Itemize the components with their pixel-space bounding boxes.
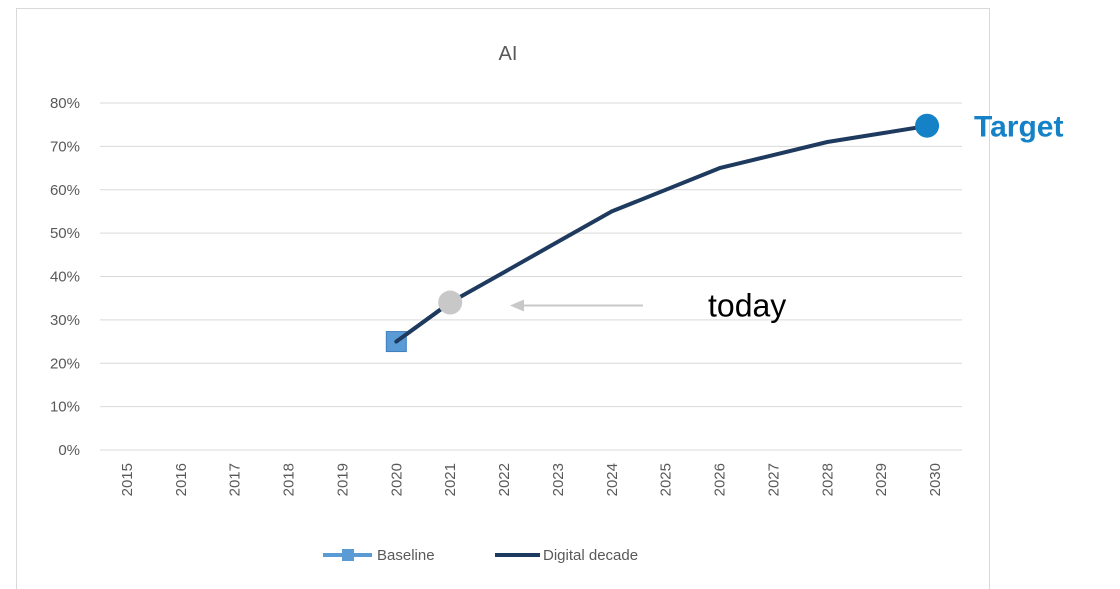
series-digital-decade-line <box>394 122 938 344</box>
legend-baseline-swatch-marker <box>342 549 354 561</box>
x-tick-label: 2024 <box>604 463 621 496</box>
legend-baseline-label: Baseline <box>377 547 435 564</box>
x-tick-label: 2018 <box>281 463 298 496</box>
x-axis-ticks: 2015 2016 2017 2018 2019 2020 2021 2022 2023 2024… <box>119 463 944 496</box>
target-label: Target <box>974 111 1063 144</box>
y-tick-label: 60% <box>50 182 80 199</box>
y-tick-label: 30% <box>50 312 80 329</box>
chart-title: AI <box>499 43 518 65</box>
x-tick-label: 2020 <box>388 463 405 496</box>
chart-frame <box>16 8 990 589</box>
gridlines <box>100 102 962 451</box>
x-tick-label: 2021 <box>442 463 459 496</box>
y-axis-ticks: 0% 10% 20% 30% 40% 50% 60% 70% 80% <box>50 95 80 459</box>
y-tick-label: 0% <box>58 442 80 459</box>
x-tick-label: 2026 <box>712 463 729 496</box>
x-tick-label: 2023 <box>550 463 567 496</box>
y-tick-label: 70% <box>50 138 80 155</box>
today-marker <box>438 290 463 315</box>
today-arrow-head <box>510 299 524 312</box>
x-tick-label: 2015 <box>119 463 136 496</box>
legend-digital-decade-label: Digital decade <box>543 547 638 564</box>
y-tick-label: 50% <box>50 225 80 242</box>
y-tick-label: 10% <box>50 399 80 416</box>
x-tick-label: 2016 <box>173 463 190 496</box>
x-tick-label: 2019 <box>334 463 351 496</box>
annotation-layer: today Target <box>438 111 1063 324</box>
y-tick-label: 40% <box>50 269 80 286</box>
today-label: today <box>708 288 786 324</box>
x-tick-label: 2017 <box>227 463 244 496</box>
series-layer <box>385 122 938 353</box>
y-tick-label: 20% <box>50 355 80 372</box>
legend: Baseline Digital decade <box>323 547 638 564</box>
target-marker <box>915 113 940 138</box>
x-tick-label: 2025 <box>658 463 675 496</box>
y-tick-label: 80% <box>50 95 80 112</box>
x-tick-label: 2022 <box>496 463 513 496</box>
x-tick-label: 2027 <box>765 463 782 496</box>
x-tick-label: 2029 <box>873 463 890 496</box>
x-tick-label: 2030 <box>927 463 944 496</box>
x-tick-label: 2028 <box>819 463 836 496</box>
